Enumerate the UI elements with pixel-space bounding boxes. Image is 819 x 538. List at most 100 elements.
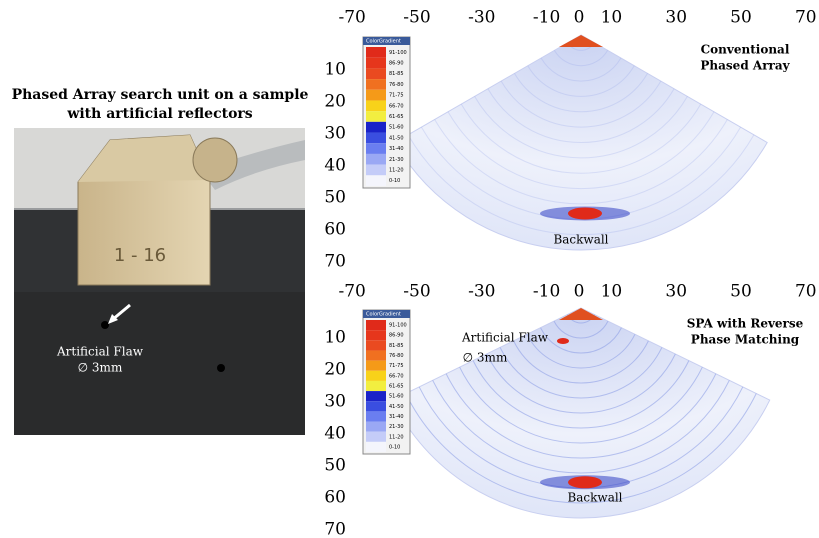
- scale-swatch: [366, 350, 386, 361]
- scan-arc: [540, 57, 622, 82]
- scan-arc: [553, 50, 609, 67]
- scan-arc: [487, 88, 675, 143]
- scale-swatch: [366, 370, 386, 381]
- photo: [14, 128, 305, 435]
- backwall-echo: [568, 207, 602, 220]
- panel-title: SPA with Reverse: [687, 317, 804, 331]
- caption: Phased Array search unit on a sample: [12, 87, 309, 103]
- scale-swatch: [366, 47, 386, 58]
- panels: ColorGradient 91-100 86-90 81-85 76-80 71-75 6…: [324, 8, 816, 538]
- scale-title: ColorGradient: [366, 312, 401, 318]
- scale-swatch: [366, 79, 386, 90]
- scale-swatch: [366, 411, 386, 422]
- annotation: ∅ 3mm: [463, 351, 508, 365]
- y-tick-label: 30: [324, 124, 346, 144]
- scale-label: 51-60: [389, 394, 404, 400]
- scale-label: 31-40: [389, 414, 404, 420]
- annotation: Backwall: [553, 233, 608, 247]
- scale-swatch: [366, 121, 386, 133]
- scale-swatch: [366, 340, 386, 351]
- scale-swatch: [366, 320, 386, 331]
- scan-arc: [445, 373, 717, 459]
- scale-label: 51-60: [389, 125, 404, 131]
- scale-swatch: [366, 164, 386, 176]
- scale-label: 71-75: [389, 93, 404, 99]
- x-tick-label: -50: [403, 8, 430, 28]
- scan-arc: [474, 96, 688, 159]
- scale-swatch: [366, 89, 386, 101]
- scale-label: 41-50: [389, 404, 404, 410]
- scale-swatch: [366, 401, 386, 412]
- scale-label: 11-20: [389, 434, 404, 440]
- scale-header: [363, 37, 410, 45]
- scale-swatch: [366, 431, 386, 442]
- scan-arc: [432, 380, 730, 474]
- x-tick-label: 30: [665, 282, 687, 302]
- scale-swatch: [366, 111, 386, 122]
- scan-arc: [460, 103, 702, 174]
- scan-arc: [514, 73, 648, 113]
- scale-label: 76-80: [389, 353, 404, 359]
- scale-label: 61-65: [389, 384, 404, 390]
- flaw-echo: [557, 338, 569, 344]
- scale-label: 86-90: [389, 333, 404, 339]
- panel-title: Phased Array: [700, 59, 790, 73]
- scale-label: 71-75: [389, 363, 404, 369]
- scale-swatch: [366, 391, 386, 402]
- x-tick-label: -30: [468, 282, 495, 302]
- scale-label: 0-10: [389, 178, 400, 184]
- x-tick-label: 0: [574, 8, 585, 28]
- near-field: [559, 35, 603, 47]
- scan-arc: [540, 327, 622, 354]
- scale-swatch: [366, 132, 386, 144]
- scale-label: 66-70: [389, 373, 404, 379]
- y-tick-label: 20: [324, 92, 346, 112]
- scale-label: 91-100: [389, 323, 407, 329]
- scan-arc: [513, 340, 649, 384]
- scale-header: [363, 310, 410, 318]
- scan-arc: [447, 111, 715, 190]
- annotation: Artificial Flaw: [461, 331, 549, 345]
- y-tick-label: 70: [324, 520, 346, 538]
- y-tick-label: 10: [324, 328, 346, 348]
- scale-swatch: [366, 153, 386, 165]
- backwall-echo: [568, 476, 602, 489]
- x-tick-label: 0: [574, 282, 585, 302]
- scale-swatch: [366, 175, 386, 186]
- x-tick-label: 70: [795, 282, 817, 302]
- scan-arc: [472, 360, 690, 429]
- scan-arc: [553, 320, 609, 339]
- scale-swatch: [366, 330, 386, 341]
- scale-swatch: [366, 360, 386, 371]
- x-tick-label: -70: [339, 282, 366, 302]
- probe-label: 1 - 16: [114, 245, 166, 266]
- scale-title: ColorGradient: [366, 39, 401, 45]
- x-tick-label: 10: [601, 8, 623, 28]
- x-tick-label: 10: [601, 282, 623, 302]
- y-tick-label: 60: [324, 488, 346, 508]
- scale-swatch: [366, 421, 386, 432]
- x-tick-label: 30: [665, 8, 687, 28]
- x-tick-label: -70: [339, 8, 366, 28]
- scale-swatch: [366, 57, 386, 69]
- scale-label: 76-80: [389, 82, 404, 88]
- scan-arc: [407, 134, 755, 236]
- flaw-size: ∅ 3mm: [78, 361, 123, 375]
- scale-label: 21-30: [389, 157, 404, 163]
- near-field: [559, 308, 603, 320]
- scale-label: 41-50: [389, 135, 404, 141]
- scan-arc: [526, 334, 636, 369]
- y-tick-label: 40: [324, 156, 346, 176]
- scale-label: 91-100: [389, 50, 407, 56]
- x-tick-label: -50: [403, 282, 430, 302]
- y-tick-label: 30: [324, 392, 346, 412]
- scan-arc: [499, 347, 663, 399]
- annotation: Backwall: [567, 491, 622, 505]
- scale-swatch: [366, 380, 386, 392]
- y-tick-label: 40: [324, 424, 346, 444]
- scale-label: 66-70: [389, 103, 404, 109]
- flaw-label: Artificial Flaw: [56, 345, 144, 359]
- scale-label: 21-30: [389, 424, 404, 430]
- x-tick-label: 50: [730, 282, 752, 302]
